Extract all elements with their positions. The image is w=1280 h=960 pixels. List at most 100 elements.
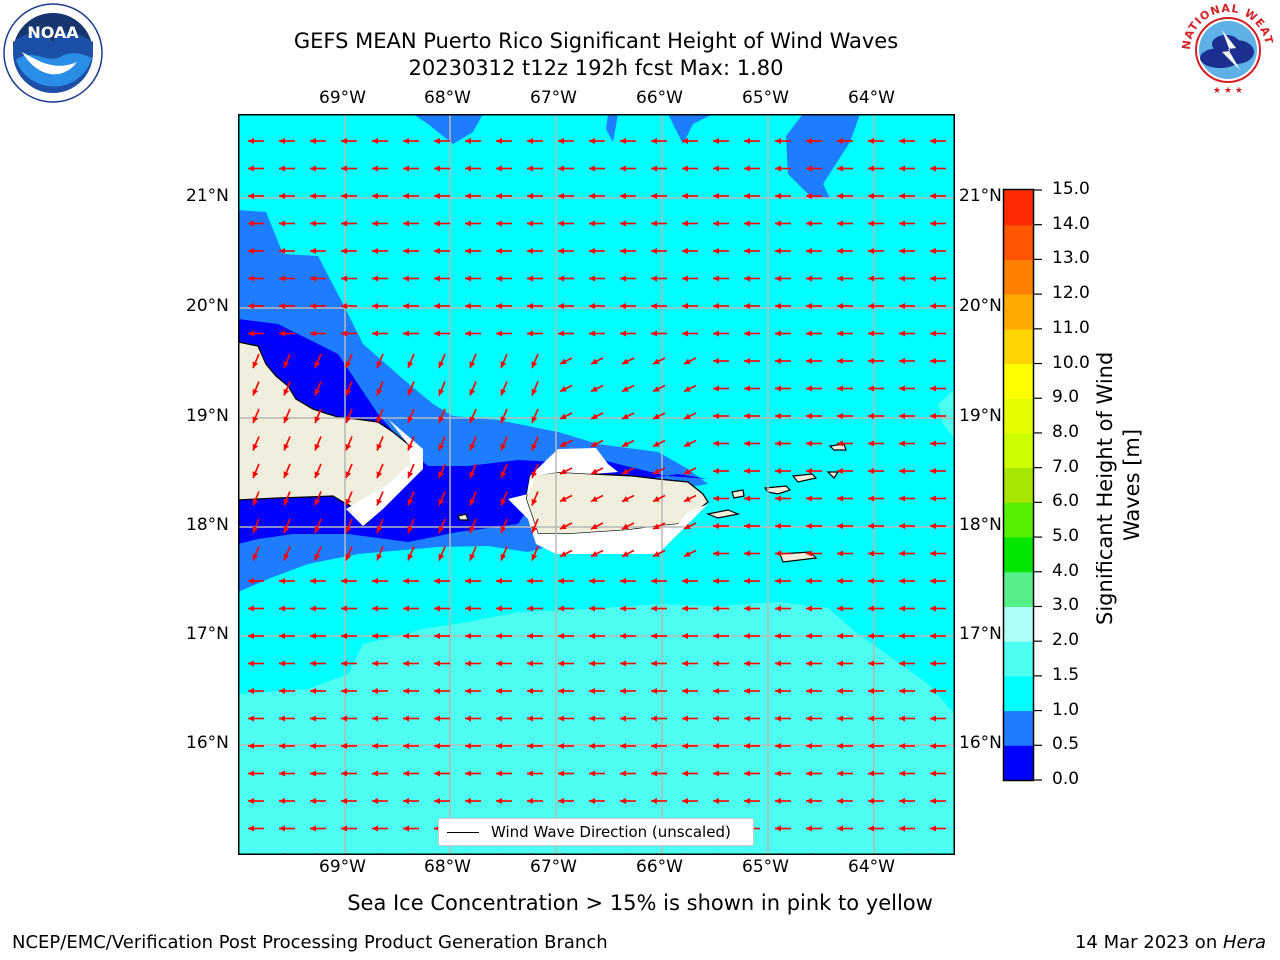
wave-direction-arrow <box>407 436 415 451</box>
wave-direction-arrow <box>713 523 729 529</box>
wave-direction-arrow <box>469 408 477 424</box>
wave-direction-arrow <box>403 303 419 309</box>
wave-direction-arrow <box>775 495 791 502</box>
colorbar-band <box>1004 502 1033 538</box>
legend-label: Wind Wave Direction (unscaled) <box>491 823 731 841</box>
wave-direction-arrow <box>837 330 853 337</box>
wave-direction-arrow <box>438 491 446 506</box>
wave-direction-arrow <box>590 384 604 393</box>
colorbar-band <box>1004 571 1033 607</box>
wave-direction-arrow <box>252 546 260 561</box>
wave-direction-arrow <box>620 275 636 282</box>
wave-direction-arrow <box>434 715 450 722</box>
wave-direction-arrow <box>372 578 388 584</box>
wave-direction-arrow <box>930 220 946 227</box>
wave-direction-arrow <box>527 330 543 337</box>
wave-direction-arrow <box>775 523 791 529</box>
wave-direction-arrow <box>744 358 760 364</box>
wave-direction-arrow <box>930 798 946 804</box>
wave-direction-arrow <box>744 165 760 172</box>
wave-direction-arrow <box>620 138 636 144</box>
wave-direction-arrow <box>372 770 388 777</box>
wave-direction-arrow <box>899 825 915 832</box>
wave-direction-arrow <box>310 660 326 667</box>
wave-direction-arrow <box>806 440 822 447</box>
colorbar-band <box>1004 710 1033 746</box>
wave-direction-arrow <box>310 578 326 584</box>
wave-direction-arrow <box>465 633 481 639</box>
wave-direction-arrow <box>341 248 357 254</box>
wave-direction-arrow <box>372 798 388 804</box>
wave-direction-arrow <box>682 660 698 667</box>
wave-direction-arrow <box>868 165 884 172</box>
wave-direction-arrow <box>465 248 481 254</box>
wave-direction-arrow <box>403 275 419 282</box>
wave-direction-arrow <box>341 193 357 199</box>
colorbar-band <box>1004 190 1033 226</box>
wave-direction-arrow <box>868 825 884 832</box>
wave-direction-arrow <box>713 468 729 474</box>
wave-direction-arrow <box>465 688 481 694</box>
nws-logo: NATIONAL WEATHER SERVICE ★ ★ ★ <box>1178 0 1275 97</box>
wave-direction-arrow <box>372 825 388 832</box>
wave-direction-arrow <box>713 605 729 612</box>
wave-direction-arrow <box>868 220 884 227</box>
wave-direction-arrow <box>868 523 884 529</box>
wave-direction-arrow <box>775 825 791 832</box>
longitude-label: 64°W <box>848 857 895 877</box>
wave-direction-arrow <box>252 353 260 369</box>
wave-direction-arrow <box>403 825 419 832</box>
wave-direction-arrow <box>868 550 884 557</box>
longitude-label: 66°W <box>636 88 683 108</box>
longitude-label: 66°W <box>636 857 683 877</box>
svg-text:★ ★ ★: ★ ★ ★ <box>1213 86 1243 96</box>
wave-direction-arrow <box>496 633 512 639</box>
wave-direction-arrow <box>589 330 605 337</box>
wave-direction-arrow <box>310 688 326 694</box>
wave-direction-arrow <box>713 688 729 694</box>
wave-direction-arrow <box>496 605 512 612</box>
wave-direction-arrow <box>590 412 604 420</box>
wave-direction-arrow <box>837 578 853 584</box>
wave-direction-arrow <box>930 605 946 612</box>
wave-direction-arrow <box>500 463 508 479</box>
colorbar-tick-label: 3.0 <box>1052 595 1080 616</box>
wave-direction-arrow <box>496 303 512 309</box>
wave-direction-arrow <box>314 436 322 451</box>
wave-direction-arrow <box>372 248 388 254</box>
wave-direction-arrow <box>496 578 512 584</box>
wave-direction-arrow <box>930 550 946 557</box>
wave-direction-arrow <box>837 633 853 639</box>
wave-direction-arrow <box>806 165 822 172</box>
wave-direction-arrow <box>868 358 884 364</box>
wave-direction-arrow <box>744 193 760 199</box>
wave-direction-arrow <box>899 770 915 777</box>
wave-direction-arrow <box>372 303 388 309</box>
latitude-label: 18°N <box>959 515 1002 535</box>
wave-direction-arrow <box>837 660 853 667</box>
wave-direction-arrow <box>434 633 450 639</box>
wave-direction-arrow <box>713 715 729 722</box>
wave-direction-arrow <box>899 798 915 804</box>
wave-direction-arrow <box>806 605 822 612</box>
wave-direction-arrow <box>775 688 791 694</box>
wave-direction-arrow <box>899 495 915 502</box>
wave-direction-arrow <box>310 193 326 199</box>
wave-direction-arrow <box>465 798 481 804</box>
wave-direction-arrow <box>868 138 884 144</box>
wave-direction-arrow <box>407 546 415 561</box>
wave-direction-arrow <box>868 275 884 282</box>
wave-direction-arrow <box>806 275 822 282</box>
wave-direction-arrow <box>345 436 353 451</box>
map-frame <box>238 114 955 855</box>
wave-direction-arrow <box>652 549 666 558</box>
colorbar-band <box>1004 745 1033 781</box>
wave-direction-arrow <box>403 138 419 144</box>
wave-direction-arrow <box>279 743 295 749</box>
wave-direction-arrow <box>621 384 635 393</box>
wave-direction-arrow <box>775 413 791 419</box>
wave-direction-arrow <box>376 408 384 424</box>
wave-direction-arrow <box>589 138 605 144</box>
wave-direction-arrow <box>527 248 543 254</box>
wave-direction-arrow <box>930 193 946 199</box>
